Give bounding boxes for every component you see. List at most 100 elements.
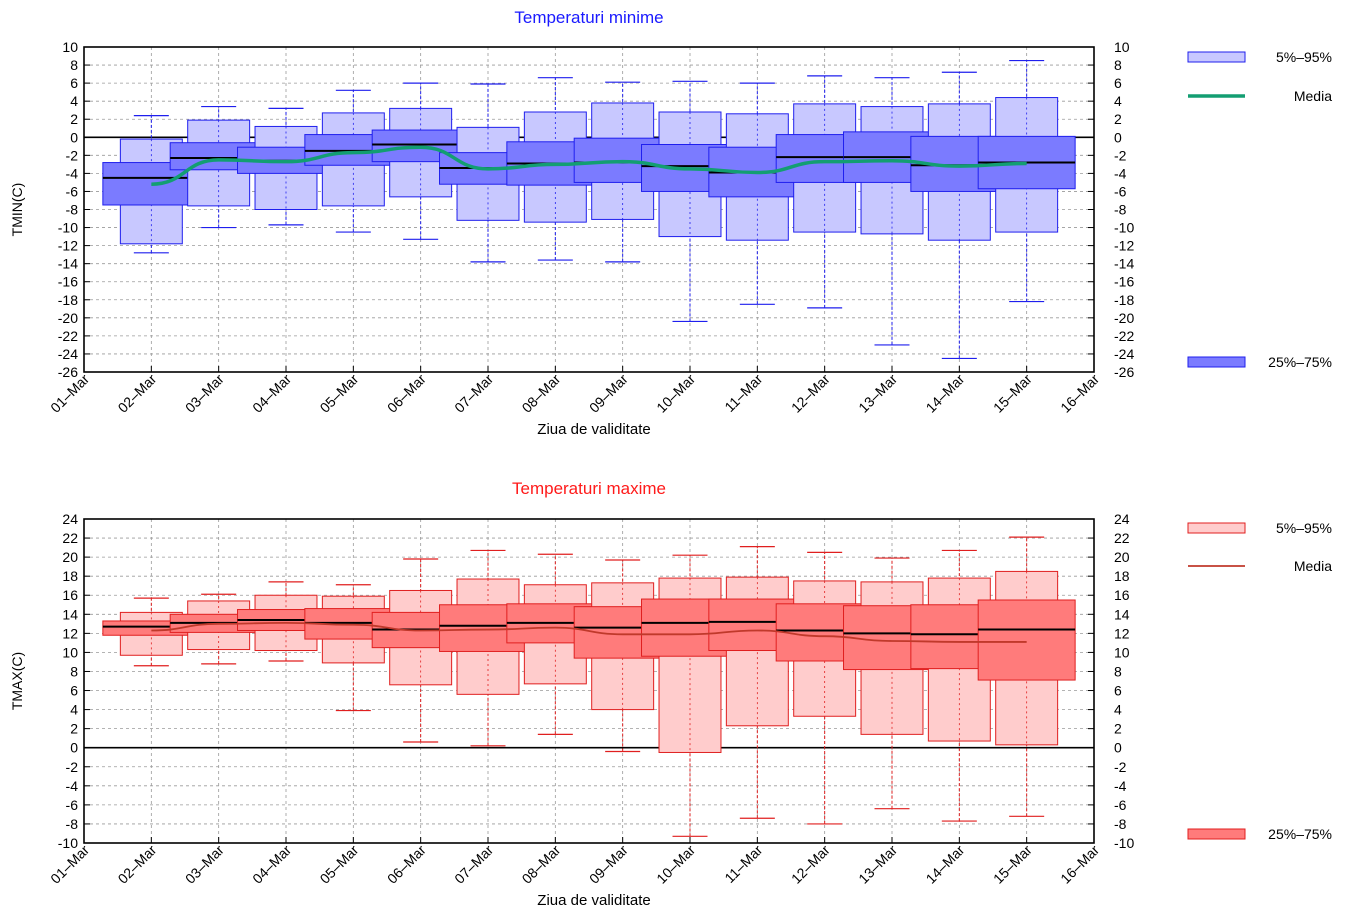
y-tick-label-left: 0 xyxy=(70,740,78,756)
y-tick-label-right: -6 xyxy=(1114,183,1127,199)
box-13 xyxy=(843,77,941,346)
box-13 xyxy=(843,557,941,810)
y-tick-label-right: 2 xyxy=(1114,111,1122,127)
y-tick-label-right: -2 xyxy=(1114,147,1127,163)
y-tick-label-left: -8 xyxy=(66,816,79,832)
y-tick-label-right: 18 xyxy=(1114,568,1130,584)
y-tick-label-left: -2 xyxy=(66,147,79,163)
y-tick-label-left: 10 xyxy=(62,39,78,55)
x-axis-label: Ziua de validitate xyxy=(537,421,650,438)
y-tick-label-left: -10 xyxy=(58,835,78,851)
y-tick-label-right: -4 xyxy=(1114,778,1127,794)
chart-tmin: Temperaturi minime-26 -26-24 -24-22 -22-20-… xyxy=(9,8,1332,438)
y-tick-label-left: -22 xyxy=(58,328,78,344)
x-tick-label: 13–Mar xyxy=(855,371,900,416)
box-10 xyxy=(641,554,739,837)
y-tick-label-left: 16 xyxy=(62,587,78,603)
y-tick-label-right: 4 xyxy=(1114,93,1122,109)
x-axis-label: Ziua de validitate xyxy=(537,892,650,909)
legend-label-mean: Media xyxy=(1294,558,1332,574)
x-tick-label: 16–Mar xyxy=(1057,371,1102,416)
x-tick-label: 04–Mar xyxy=(249,842,294,887)
x-tick-label: 11–Mar xyxy=(721,842,765,886)
plot-frame xyxy=(83,518,1095,844)
y-axis-label: TMIN(C) xyxy=(9,183,25,237)
y-tick-label-right: -20 xyxy=(1114,310,1134,326)
legend-label-5-95: 5%–95% xyxy=(1276,520,1332,536)
legend-label-5-95: 5%–95% xyxy=(1276,49,1332,65)
box-11 xyxy=(708,546,807,819)
y-tick-label-left: -8 xyxy=(66,202,79,218)
y-tick-label-right: 2 xyxy=(1114,721,1122,737)
x-tick-label: 09–Mar xyxy=(586,842,631,887)
y-tick-label-left: -16 xyxy=(58,274,78,290)
x-tick-label: 10–Mar xyxy=(653,371,698,416)
y-tick-label-left: 22 xyxy=(62,530,78,546)
y-tick-label-left: 2 xyxy=(70,721,78,737)
y-tick-label-left: -10 xyxy=(58,220,78,236)
y-tick-label-right: 0 xyxy=(1114,740,1122,756)
x-tick-label: 12–Mar xyxy=(788,371,833,416)
x-tick-label: 05–Mar xyxy=(317,371,362,416)
box-06 xyxy=(371,82,470,240)
y-tick-label-right: -2 xyxy=(1114,759,1127,775)
y-tick-label-right: 4 xyxy=(1114,702,1122,718)
y-tick-label-right: -18 xyxy=(1114,292,1134,308)
x-tick-label: 16–Mar xyxy=(1057,842,1102,887)
y-tick-label-right: 16 xyxy=(1114,587,1130,603)
y-tick-label-left: -14 xyxy=(58,256,78,272)
x-tick-label: 11–Mar xyxy=(721,371,765,415)
x-tick-label: 08–Mar xyxy=(519,371,564,416)
y-tick-label-left: 6 xyxy=(70,683,78,699)
y-tick-label-left: -26 xyxy=(58,364,78,380)
box-07 xyxy=(439,549,537,747)
chart-title: Temperaturi minime xyxy=(514,8,663,27)
y-tick-label-right: -4 xyxy=(1114,165,1127,181)
box-14 xyxy=(910,549,1009,822)
y-tick-label-right: 22 xyxy=(1114,530,1130,546)
y-tick-label-left: 24 xyxy=(62,511,78,527)
y-tick-label-right: 6 xyxy=(1114,75,1122,91)
x-tick-label: 05–Mar xyxy=(317,842,362,887)
x-tick-label: 07–Mar xyxy=(451,842,496,887)
x-tick-label: 04–Mar xyxy=(249,371,294,416)
y-tick-label-left: 20 xyxy=(62,549,78,565)
y-tick-label-right: 0 xyxy=(1114,129,1122,145)
y-tick-label-left: 8 xyxy=(70,663,78,679)
legend-label-25-75: 25%–75% xyxy=(1268,826,1332,842)
y-tick-label-left: -4 xyxy=(66,165,79,181)
box-14 xyxy=(910,71,1009,360)
x-tick-label: 15–Mar xyxy=(990,371,1035,416)
y-tick-label-left: -18 xyxy=(58,292,78,308)
y-tick-label-left: 0 xyxy=(70,129,78,145)
y-tick-label-right: 10 xyxy=(1114,644,1130,660)
x-tick-label: 14–Mar xyxy=(923,842,968,887)
y-tick-label-right: -6 xyxy=(1114,797,1127,813)
y-tick-label-right: 20 xyxy=(1114,549,1130,565)
x-tick-label: 10–Mar xyxy=(653,842,698,887)
y-tick-label-right: 24 xyxy=(1114,511,1130,527)
y-tick-label-right: -10 xyxy=(1114,220,1134,236)
y-tick-label-right: -22 xyxy=(1114,328,1134,344)
y-axis-label: TMAX(C) xyxy=(9,652,25,710)
x-tick-label: 03–Mar xyxy=(182,371,227,416)
y-tick-label-right: -16 xyxy=(1114,274,1134,290)
y-tick-label-right: -10 xyxy=(1114,835,1134,851)
legend: 5%–95% Media 25%–75% xyxy=(1187,520,1332,842)
y-tick-label-right: 10 xyxy=(1114,39,1130,55)
box-12 xyxy=(775,551,874,825)
x-tick-label: 07–Mar xyxy=(451,371,496,416)
y-tick-label-left: -20 xyxy=(58,310,78,326)
x-tick-label: 08–Mar xyxy=(519,842,564,887)
y-tick-label-left: 4 xyxy=(70,93,78,109)
y-tick-label-right: -14 xyxy=(1114,256,1134,272)
box-25-75 xyxy=(977,599,1076,681)
legend: 5%–95% Media 25%–75% xyxy=(1187,49,1332,370)
x-tick-label: 03–Mar xyxy=(182,842,227,887)
y-tick-label-left: 12 xyxy=(62,625,78,641)
y-tick-label-left: -12 xyxy=(58,238,78,254)
y-tick-label-right: 14 xyxy=(1114,606,1130,622)
x-tick-label: 06–Mar xyxy=(384,371,429,416)
